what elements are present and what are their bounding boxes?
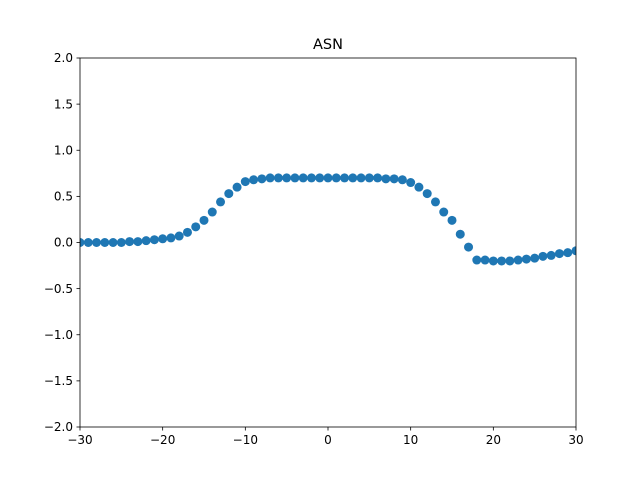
data-point bbox=[331, 173, 341, 183]
data-point bbox=[406, 178, 416, 188]
data-point bbox=[125, 237, 135, 247]
y-tick-label: 1.5 bbox=[54, 97, 73, 111]
data-point bbox=[373, 173, 383, 183]
data-point bbox=[133, 237, 143, 247]
data-point bbox=[265, 173, 275, 183]
data-point bbox=[290, 173, 300, 183]
data-point bbox=[207, 207, 217, 217]
data-point bbox=[199, 215, 209, 225]
data-point bbox=[455, 229, 465, 239]
x-tick-label: 20 bbox=[486, 433, 501, 447]
data-point bbox=[488, 256, 498, 266]
y-tick-label: −1.0 bbox=[44, 328, 73, 342]
data-point bbox=[472, 255, 482, 265]
data-point bbox=[356, 173, 366, 183]
data-point bbox=[505, 256, 515, 266]
data-point bbox=[80, 238, 85, 247]
data-point bbox=[92, 238, 102, 247]
data-point bbox=[273, 173, 283, 183]
data-point bbox=[530, 253, 540, 263]
data-point bbox=[364, 173, 374, 183]
data-point bbox=[315, 173, 325, 183]
data-point bbox=[513, 255, 523, 265]
data-point bbox=[430, 197, 440, 207]
data-point bbox=[397, 175, 407, 185]
data-point bbox=[340, 173, 350, 183]
y-tick-label: 0.5 bbox=[54, 190, 73, 204]
data-point bbox=[216, 197, 226, 207]
data-point bbox=[149, 235, 159, 245]
data-point bbox=[158, 234, 168, 244]
data-point bbox=[554, 249, 564, 259]
plot-area: −30 −20 −10 0 10 20 30 −2.0 −1.5 −1.0 −0.5 0.0 0.5 1.… bbox=[44, 51, 584, 447]
y-tick-label: −1.5 bbox=[44, 374, 73, 388]
y-tick-label: 1.0 bbox=[54, 143, 73, 157]
data-point bbox=[141, 236, 151, 246]
data-point bbox=[174, 231, 184, 241]
x-tick-label: 10 bbox=[403, 433, 418, 447]
data-point bbox=[439, 207, 449, 217]
x-tick-label: −20 bbox=[150, 433, 175, 447]
y-tick-label: 0.0 bbox=[54, 236, 73, 250]
data-point bbox=[538, 251, 548, 261]
x-tick-label: 0 bbox=[324, 433, 332, 447]
data-point bbox=[389, 174, 399, 184]
data-point bbox=[257, 174, 267, 184]
data-point bbox=[563, 248, 573, 258]
data-point bbox=[497, 256, 507, 266]
data-point bbox=[108, 238, 118, 247]
x-tick-label: −30 bbox=[67, 433, 92, 447]
data-point bbox=[571, 246, 576, 256]
data-point bbox=[282, 173, 292, 183]
data-point bbox=[182, 227, 192, 237]
data-point bbox=[381, 174, 391, 184]
data-point bbox=[298, 173, 308, 183]
data-point bbox=[546, 250, 556, 260]
data-point bbox=[166, 233, 176, 243]
chart-title: ASN bbox=[313, 37, 343, 53]
y-tick-label: 2.0 bbox=[54, 51, 73, 65]
y-tick-label: −2.0 bbox=[44, 420, 73, 434]
data-point bbox=[232, 182, 242, 192]
data-point bbox=[191, 222, 201, 232]
x-tick-label: 30 bbox=[568, 433, 583, 447]
data-point bbox=[414, 182, 424, 192]
series-points bbox=[80, 173, 576, 266]
data-point bbox=[348, 173, 358, 183]
x-tick-label: −10 bbox=[233, 433, 258, 447]
data-point bbox=[83, 238, 93, 247]
data-point bbox=[521, 254, 531, 264]
data-point bbox=[447, 215, 457, 225]
data-point bbox=[464, 242, 474, 252]
data-point bbox=[100, 238, 110, 247]
data-point bbox=[249, 175, 259, 185]
data-point bbox=[116, 238, 126, 247]
data-point bbox=[224, 189, 234, 199]
data-point bbox=[240, 177, 250, 187]
data-point bbox=[480, 255, 490, 265]
y-tick-label: −0.5 bbox=[44, 282, 73, 296]
data-point bbox=[306, 173, 316, 183]
data-point bbox=[422, 189, 432, 199]
data-point bbox=[323, 173, 333, 183]
